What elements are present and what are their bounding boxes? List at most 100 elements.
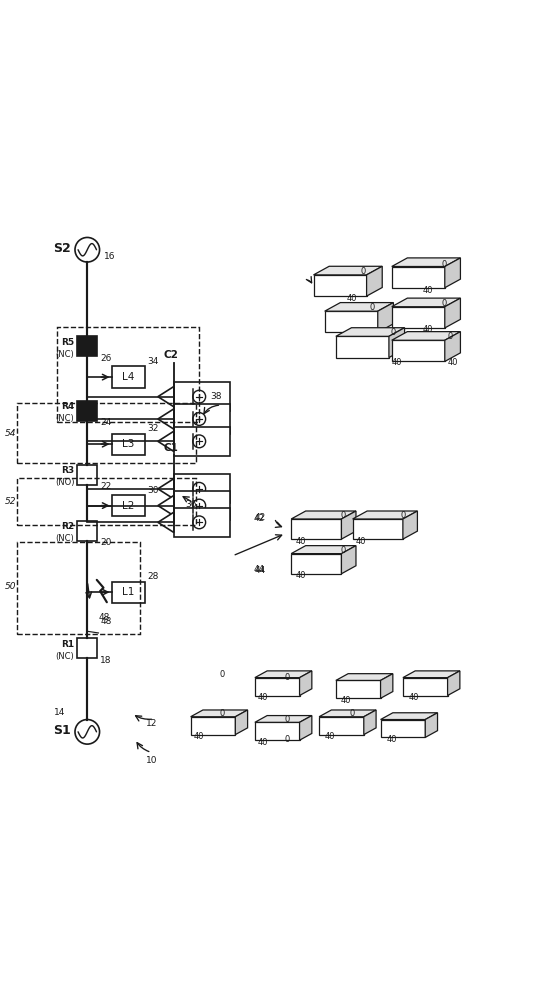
Text: (NC): (NC) (55, 350, 74, 359)
Text: 44: 44 (253, 565, 264, 574)
Text: R3: R3 (61, 466, 74, 475)
Text: 0: 0 (340, 511, 346, 520)
Text: 40: 40 (347, 294, 357, 303)
Text: 42: 42 (255, 513, 266, 522)
Text: 14: 14 (54, 708, 65, 717)
FancyBboxPatch shape (77, 465, 97, 485)
FancyBboxPatch shape (113, 434, 145, 455)
Text: 40: 40 (392, 358, 402, 367)
Polygon shape (392, 267, 445, 288)
Text: 40: 40 (356, 537, 366, 546)
Polygon shape (342, 511, 356, 539)
Polygon shape (445, 332, 460, 361)
Text: C2: C2 (164, 350, 179, 360)
Polygon shape (291, 511, 356, 519)
Polygon shape (342, 546, 356, 574)
Polygon shape (158, 495, 174, 516)
FancyBboxPatch shape (174, 404, 230, 434)
Text: 36: 36 (185, 500, 197, 509)
Polygon shape (445, 298, 460, 328)
Text: 0: 0 (442, 260, 447, 269)
FancyBboxPatch shape (113, 366, 145, 388)
Text: 40: 40 (447, 358, 458, 367)
Text: 28: 28 (148, 572, 159, 581)
Text: (NC): (NC) (55, 534, 74, 543)
Text: 0: 0 (284, 715, 290, 724)
Polygon shape (291, 554, 342, 574)
FancyBboxPatch shape (174, 427, 230, 456)
Polygon shape (389, 328, 404, 358)
Text: (NO): (NO) (55, 478, 74, 487)
Polygon shape (255, 722, 300, 740)
Text: 0: 0 (361, 267, 366, 276)
FancyBboxPatch shape (77, 638, 97, 658)
Text: 24: 24 (100, 418, 111, 427)
Text: C1: C1 (164, 443, 179, 453)
Text: 40: 40 (340, 696, 351, 705)
Text: 40: 40 (325, 732, 335, 741)
Text: 34: 34 (148, 357, 159, 366)
Text: 40: 40 (408, 693, 419, 702)
Text: 40: 40 (296, 571, 306, 580)
Polygon shape (255, 671, 312, 678)
Polygon shape (319, 717, 364, 735)
Text: 0: 0 (220, 709, 225, 718)
Polygon shape (158, 431, 174, 452)
Polygon shape (291, 519, 342, 539)
Text: 50: 50 (5, 582, 17, 591)
Polygon shape (364, 710, 376, 735)
Text: 0: 0 (220, 670, 225, 679)
Text: 22: 22 (100, 482, 111, 491)
Polygon shape (325, 311, 378, 332)
Text: 0: 0 (391, 328, 396, 337)
Text: L1: L1 (123, 587, 135, 597)
Text: S2: S2 (53, 242, 71, 255)
Polygon shape (381, 720, 425, 737)
Polygon shape (392, 298, 460, 307)
Polygon shape (325, 303, 393, 311)
Polygon shape (336, 674, 393, 680)
Text: 44: 44 (255, 566, 266, 575)
Text: 42: 42 (254, 514, 265, 523)
Polygon shape (392, 307, 445, 328)
Text: R1: R1 (61, 640, 74, 649)
Polygon shape (378, 303, 393, 332)
Polygon shape (392, 258, 460, 267)
Text: L3: L3 (123, 439, 135, 449)
Text: 0: 0 (284, 673, 290, 682)
Text: 54: 54 (5, 429, 17, 438)
Text: 0: 0 (340, 546, 346, 555)
Text: 0: 0 (400, 511, 406, 520)
Text: L2: L2 (123, 501, 135, 511)
Text: 48: 48 (99, 613, 110, 622)
Polygon shape (353, 519, 403, 539)
Polygon shape (336, 336, 389, 358)
Polygon shape (425, 713, 437, 737)
Text: 52: 52 (5, 497, 17, 506)
Text: 10: 10 (146, 756, 157, 765)
Polygon shape (353, 511, 417, 519)
Polygon shape (314, 266, 382, 275)
Polygon shape (255, 678, 300, 696)
Polygon shape (445, 258, 460, 288)
Text: 26: 26 (100, 354, 111, 363)
Text: R4: R4 (61, 402, 74, 411)
Text: 30: 30 (148, 486, 159, 495)
Text: 40: 40 (386, 735, 396, 744)
Text: 0: 0 (350, 709, 355, 718)
Polygon shape (158, 512, 174, 533)
FancyBboxPatch shape (77, 336, 97, 356)
Polygon shape (158, 386, 174, 407)
Text: R2: R2 (61, 522, 74, 531)
Text: 40: 40 (258, 693, 268, 702)
Text: 0: 0 (370, 303, 375, 312)
Text: 48: 48 (100, 617, 111, 626)
Polygon shape (190, 717, 235, 735)
FancyBboxPatch shape (77, 401, 97, 421)
Polygon shape (381, 674, 393, 698)
Polygon shape (190, 710, 248, 717)
FancyBboxPatch shape (113, 495, 145, 516)
Text: 0: 0 (284, 735, 290, 744)
Polygon shape (158, 409, 174, 429)
FancyBboxPatch shape (174, 382, 230, 411)
